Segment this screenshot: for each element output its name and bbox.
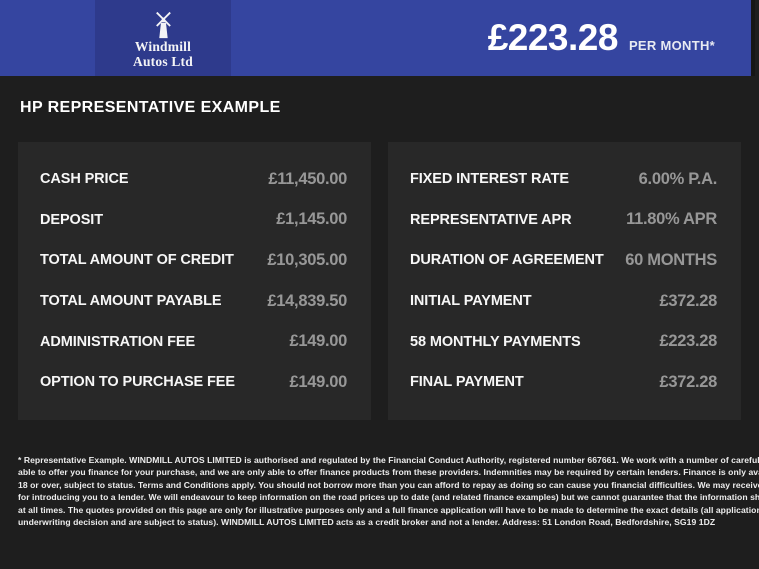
dealer-name-line1: Windmill [134, 38, 192, 54]
row-value: £149.00 [289, 372, 347, 391]
table-row: REPRESENTATIVE APR 11.80% APR [410, 200, 717, 241]
row-label: INITIAL PAYMENT [410, 293, 532, 310]
monthly-price-block: £223.28 PER MONTH* [488, 0, 715, 76]
table-row: 58 MONTHLY PAYMENTS £223.28 [410, 321, 717, 362]
disclaimer-line: underwriting decision and are subject to… [18, 517, 716, 528]
row-value: 11.80% APR [626, 210, 717, 229]
row-label: REPRESENTATIVE APR [410, 211, 572, 228]
disclaimer-line: able to offer you finance for your purch… [18, 467, 759, 478]
row-label: DEPOSIT [40, 211, 103, 228]
row-label: FINAL PAYMENT [410, 374, 524, 391]
row-value: £372.28 [659, 291, 717, 310]
row-value: £149.00 [289, 332, 347, 351]
table-row: OPTION TO PURCHASE FEE £149.00 [40, 362, 347, 403]
row-label: TOTAL AMOUNT PAYABLE [40, 293, 222, 310]
row-value: £14,839.50 [267, 291, 347, 310]
row-value: £372.28 [659, 372, 717, 391]
disclaimer-line: 18 or over, subject to status. Terms and… [18, 479, 759, 490]
row-label: 58 MONTHLY PAYMENTS [410, 333, 581, 350]
table-row: ADMINISTRATION FEE £149.00 [40, 321, 347, 362]
dealer-name-line2: Autos Ltd [133, 53, 193, 69]
monthly-price-suffix: PER MONTH* [628, 38, 715, 53]
table-row: FIXED INTEREST RATE 6.00% P.A. [410, 159, 717, 200]
table-row: TOTAL AMOUNT PAYABLE £14,839.50 [40, 281, 347, 322]
row-label: OPTION TO PURCHASE FEE [40, 374, 235, 391]
disclaimer-line: at all times. The quotes provided on thi… [18, 504, 759, 515]
disclaimer-line: * Representative Example. WINDMILL AUTOS… [18, 455, 759, 465]
row-value: 6.00% P.A. [638, 169, 718, 188]
table-row: DURATION OF AGREEMENT 60 MONTHS [410, 240, 717, 281]
row-value: £11,450.00 [268, 169, 347, 188]
monthly-price-value: £223.28 [487, 17, 619, 58]
row-value: £10,305.00 [267, 250, 347, 269]
row-label: ADMINISTRATION FEE [40, 333, 196, 350]
table-row: FINAL PAYMENT £372.28 [410, 362, 717, 403]
legal-disclaimer: * Representative Example. WINDMILL AUTOS… [18, 454, 759, 528]
windmill-icon [156, 11, 171, 38]
table-row: CASH PRICE £11,450.00 [40, 159, 347, 200]
header-bar: Windmill Autos Ltd £223.28 PER MONTH* [0, 0, 755, 76]
row-label: DURATION OF AGREEMENT [410, 252, 604, 269]
row-value: 60 MONTHS [625, 250, 717, 269]
row-value: £223.28 [659, 332, 717, 351]
disclaimer-line: for introducing you to a lender. We will… [18, 492, 759, 503]
row-label: FIXED INTEREST RATE [410, 171, 569, 188]
row-label: TOTAL AMOUNT OF CREDIT [40, 252, 234, 269]
table-row: DEPOSIT £1,145.00 [40, 200, 347, 241]
page-title: HP REPRESENTATIVE EXAMPLE [20, 99, 281, 116]
row-value: £1,145.00 [276, 210, 347, 229]
table-row: TOTAL AMOUNT OF CREDIT £10,305.00 [40, 240, 347, 281]
row-label: CASH PRICE [40, 171, 129, 188]
dealer-logo: Windmill Autos Ltd [95, 0, 231, 76]
table-row: INITIAL PAYMENT £372.28 [410, 281, 717, 322]
finance-details-panel-left: CASH PRICE £11,450.00 DEPOSIT £1,145.00 … [18, 142, 371, 420]
finance-details-panel-right: FIXED INTEREST RATE 6.00% P.A. REPRESENT… [388, 142, 741, 420]
dealer-logo-text: Windmill Autos Ltd [133, 38, 193, 69]
